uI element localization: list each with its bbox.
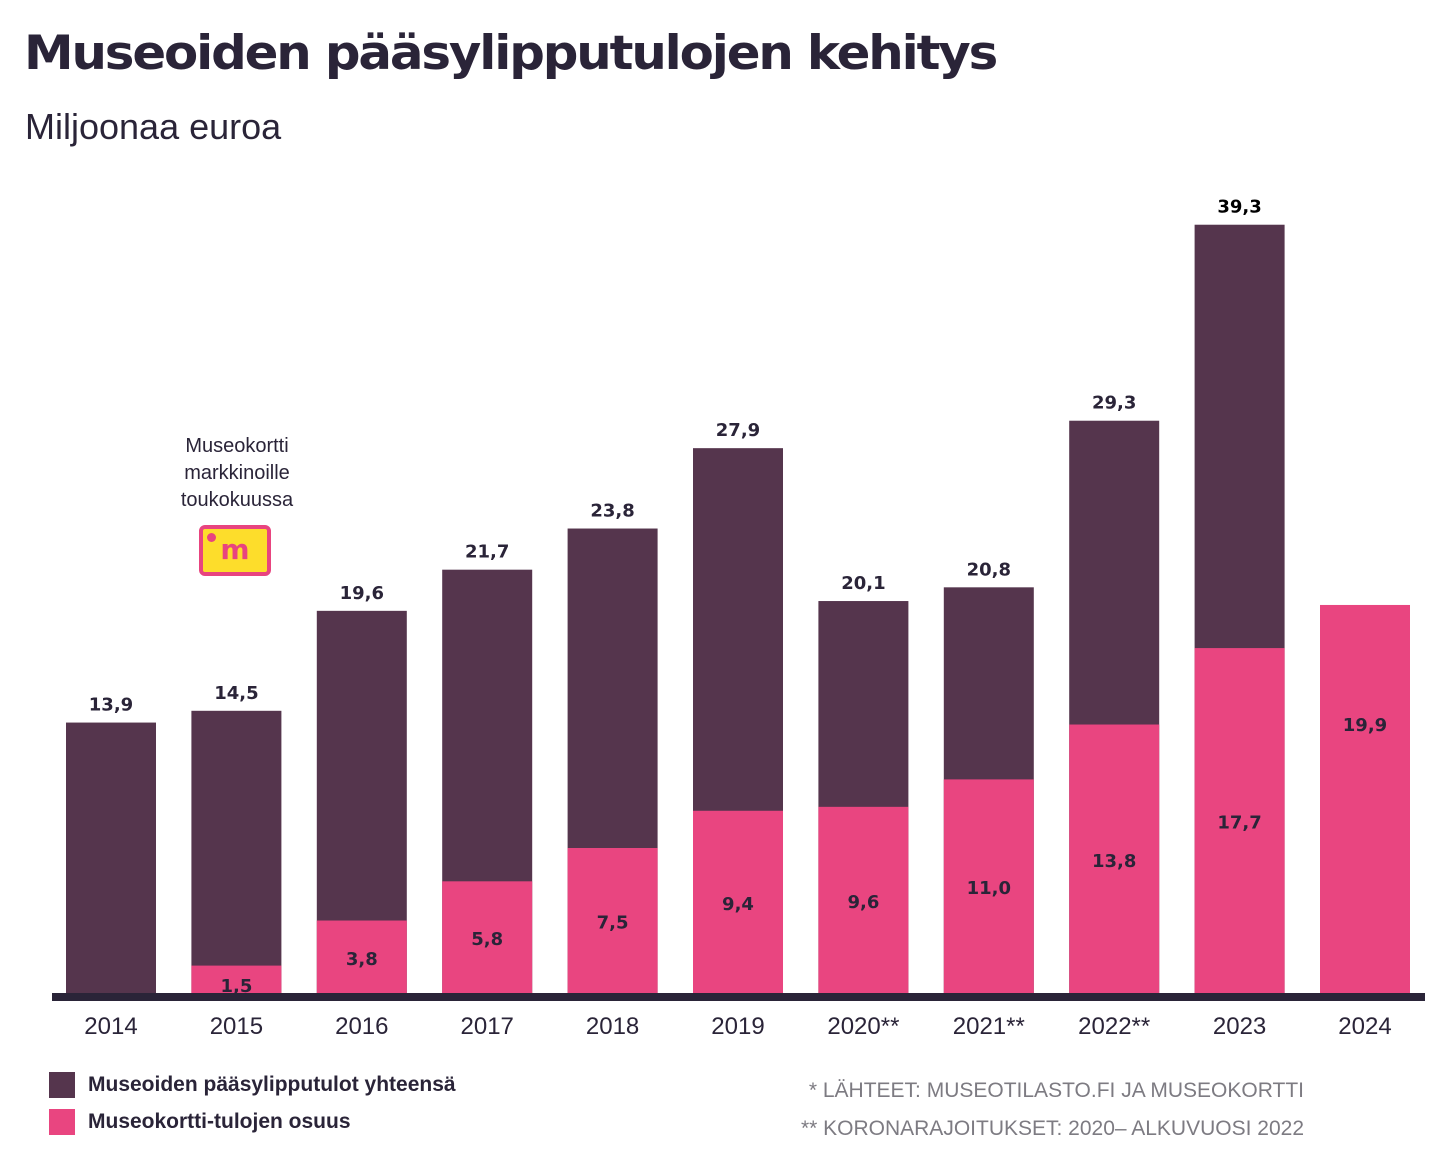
legend-item-total: Museoiden pääsylipputulot yhteensä bbox=[49, 1066, 456, 1103]
bar-label-museokortti: 11,0 bbox=[967, 878, 1011, 899]
covid-note: ** KORONARAJOITUKSET: 2020– ALKUVUOSI 20… bbox=[800, 1117, 1304, 1140]
bar-total-2014 bbox=[66, 722, 156, 995]
x-tick-label: 2017 bbox=[461, 1013, 514, 1040]
bar-museokortti-2022 bbox=[1069, 724, 1160, 995]
bar-label-museokortti: 3,8 bbox=[346, 949, 378, 970]
bar-museokortti-2024 bbox=[1320, 604, 1410, 995]
bar-label-museokortti: 7,5 bbox=[597, 913, 629, 934]
chart-subtitle: Miljoonaa euroa bbox=[25, 106, 282, 147]
bar-label-museokortti: 17,7 bbox=[1217, 813, 1261, 834]
museokortti-logo-icon: m bbox=[199, 525, 271, 576]
x-tick-label: 2018 bbox=[586, 1013, 639, 1040]
bar-museokortti-2018 bbox=[567, 848, 658, 995]
bar-label-total: 21,7 bbox=[465, 542, 509, 563]
annotation-line: Museokortti bbox=[185, 435, 289, 457]
museokortti-launch-annotation: Museokortti markkinoille toukokuussa bbox=[150, 433, 324, 514]
source-notes: * LÄHTEET: MUSEOTILASTO.FI JA MUSEOKORTT… bbox=[801, 1072, 1304, 1148]
bar-label-museokortti: 19,9 bbox=[1343, 715, 1387, 736]
x-tick-label: 2023 bbox=[1213, 1013, 1266, 1040]
logo-dot bbox=[207, 533, 216, 542]
x-axis-line bbox=[52, 993, 1425, 1001]
bar-museokortti-2021 bbox=[943, 779, 1034, 995]
bar-label-total: 20,1 bbox=[841, 573, 885, 594]
bar-museokortti-2017 bbox=[442, 881, 533, 995]
bar-label-total: 14,5 bbox=[214, 683, 258, 704]
bar-total-2015 bbox=[191, 710, 282, 995]
bar-label-total: 29,3 bbox=[1092, 393, 1136, 414]
x-tick-label: 2020** bbox=[827, 1013, 899, 1040]
x-tick-label: 2024 bbox=[1338, 1013, 1391, 1040]
x-tick-label: 2016 bbox=[335, 1013, 388, 1040]
bar-museokortti-2023 bbox=[1194, 648, 1285, 995]
x-tick-label: 2022** bbox=[1078, 1013, 1150, 1040]
bar-label-museokortti: 13,8 bbox=[1092, 851, 1136, 872]
x-tick-label: 2019 bbox=[711, 1013, 764, 1040]
bar-museokortti-2020 bbox=[818, 806, 909, 995]
bar-label-total: 23,8 bbox=[590, 501, 634, 522]
chart-title: Museoiden pääsylipputulojen kehitys bbox=[24, 26, 998, 81]
bar-label-total: 27,9 bbox=[716, 420, 760, 441]
bar-label-total: 13,9 bbox=[89, 695, 133, 716]
bar-museokortti-2019 bbox=[693, 810, 783, 995]
bar-label-museokortti: 9,4 bbox=[722, 894, 754, 915]
bar-label-museokortti: 1,5 bbox=[220, 976, 252, 997]
x-tick-label: 2021** bbox=[953, 1013, 1025, 1040]
bar-museokortti-2016 bbox=[316, 920, 407, 995]
x-tick-label: 2014 bbox=[84, 1013, 137, 1040]
bar-label-museokortti: 9,6 bbox=[847, 892, 879, 913]
bar-label-total: 39,3 bbox=[1217, 197, 1261, 218]
legend-item-museokortti: Museokortti-tulojen osuus bbox=[49, 1103, 456, 1140]
annotation-line: markkinoille bbox=[184, 462, 290, 484]
bar-museokortti-2015 bbox=[191, 965, 282, 995]
bar-label-total: 19,6 bbox=[340, 583, 384, 604]
source-note: * LÄHTEET: MUSEOTILASTO.FI JA MUSEOKORTT… bbox=[808, 1079, 1304, 1102]
annotation-line: toukokuussa bbox=[180, 489, 294, 511]
legend-label-total: Museoiden pääsylipputulot yhteensä bbox=[88, 1072, 456, 1096]
legend-swatch-museokortti bbox=[49, 1108, 75, 1135]
legend-label-museokortti: Museokortti-tulojen osuus bbox=[88, 1109, 351, 1133]
legend-swatch-total bbox=[49, 1071, 75, 1098]
bar-label-museokortti: 5,8 bbox=[471, 929, 503, 950]
bar-label-total: 20,8 bbox=[967, 559, 1011, 580]
x-tick-label: 2015 bbox=[210, 1013, 263, 1040]
legend: Museoiden pääsylipputulot yhteensä Museo… bbox=[49, 1066, 456, 1140]
logo-letter: m bbox=[220, 533, 250, 566]
